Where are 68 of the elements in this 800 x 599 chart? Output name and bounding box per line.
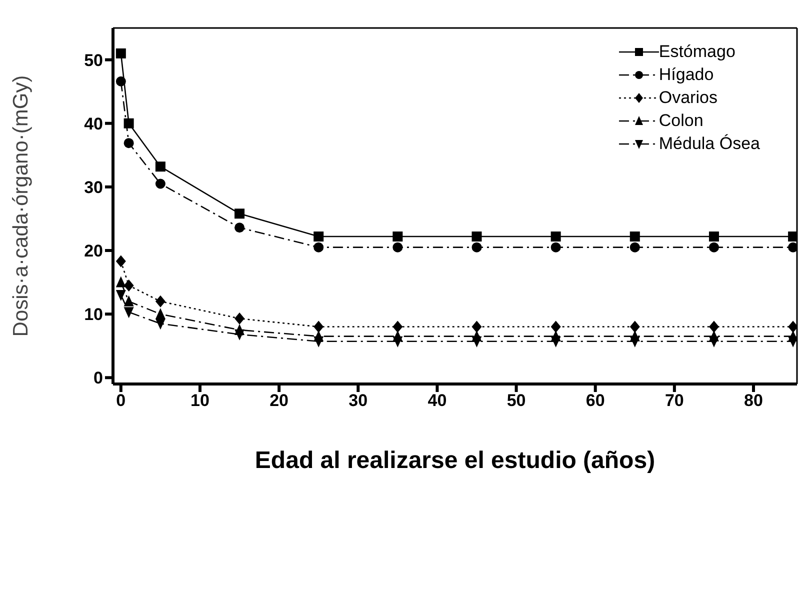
point	[155, 295, 166, 308]
point	[116, 276, 126, 288]
x-tick-label: 10	[190, 391, 210, 410]
y-tick-label: 30	[84, 178, 103, 197]
point	[392, 320, 403, 333]
point	[788, 242, 797, 252]
point	[392, 242, 403, 252]
point	[155, 318, 166, 330]
point	[124, 307, 134, 318]
y-axis-title: Dosis·a·cada·órgano·(mGy)	[9, 75, 32, 337]
y-tick-label: 0	[94, 368, 103, 388]
point	[392, 232, 403, 242]
y-tick-label: 50	[84, 50, 103, 70]
x-axis-title: Edad al realizarse el estudio (años)	[254, 447, 656, 474]
point	[124, 295, 134, 306]
point	[124, 118, 134, 128]
y-tick-label: 40	[84, 114, 103, 134]
legend-label: Hígado	[658, 64, 714, 84]
point	[788, 320, 797, 333]
y-tick-label: 20	[84, 242, 103, 261]
point	[124, 138, 134, 148]
point	[472, 242, 482, 252]
point	[708, 320, 719, 333]
x-tick-label: 50	[506, 391, 526, 410]
x-tick-label: 40	[428, 391, 447, 410]
point	[116, 255, 126, 268]
legend-label: Colon	[658, 110, 704, 130]
point	[788, 232, 797, 242]
point	[314, 232, 324, 242]
legend-label: Médula Ósea	[658, 134, 760, 154]
x-tick-label: 30	[348, 391, 368, 410]
x-tick-label: 20	[270, 391, 289, 410]
point	[550, 320, 561, 333]
point	[314, 242, 324, 252]
point	[155, 178, 166, 189]
x-tick-label: 80	[744, 391, 763, 410]
point	[234, 208, 245, 219]
point	[550, 336, 561, 348]
point	[550, 242, 561, 252]
point	[116, 290, 126, 301]
point	[155, 162, 166, 172]
point	[708, 336, 719, 348]
point	[472, 336, 482, 348]
legend-label: Ovarios	[658, 88, 718, 108]
y-tick-label: 10	[84, 305, 103, 324]
point	[630, 336, 640, 348]
point	[788, 336, 797, 348]
point	[472, 320, 482, 333]
point	[630, 232, 640, 242]
point	[124, 279, 134, 292]
point	[630, 242, 640, 252]
legend-label: Estómago	[658, 42, 736, 62]
point	[708, 232, 719, 242]
point	[708, 242, 719, 252]
point	[116, 76, 126, 86]
point	[392, 336, 403, 348]
point	[550, 232, 561, 242]
point	[314, 320, 324, 333]
x-tick-label: 70	[664, 391, 684, 410]
point	[116, 48, 126, 58]
x-tick-label: 0	[116, 391, 126, 410]
point	[630, 320, 640, 333]
x-tick-label: 60	[586, 391, 605, 410]
point	[234, 329, 245, 340]
point	[472, 232, 482, 242]
point	[234, 222, 245, 233]
point	[314, 336, 324, 348]
point	[234, 312, 245, 325]
